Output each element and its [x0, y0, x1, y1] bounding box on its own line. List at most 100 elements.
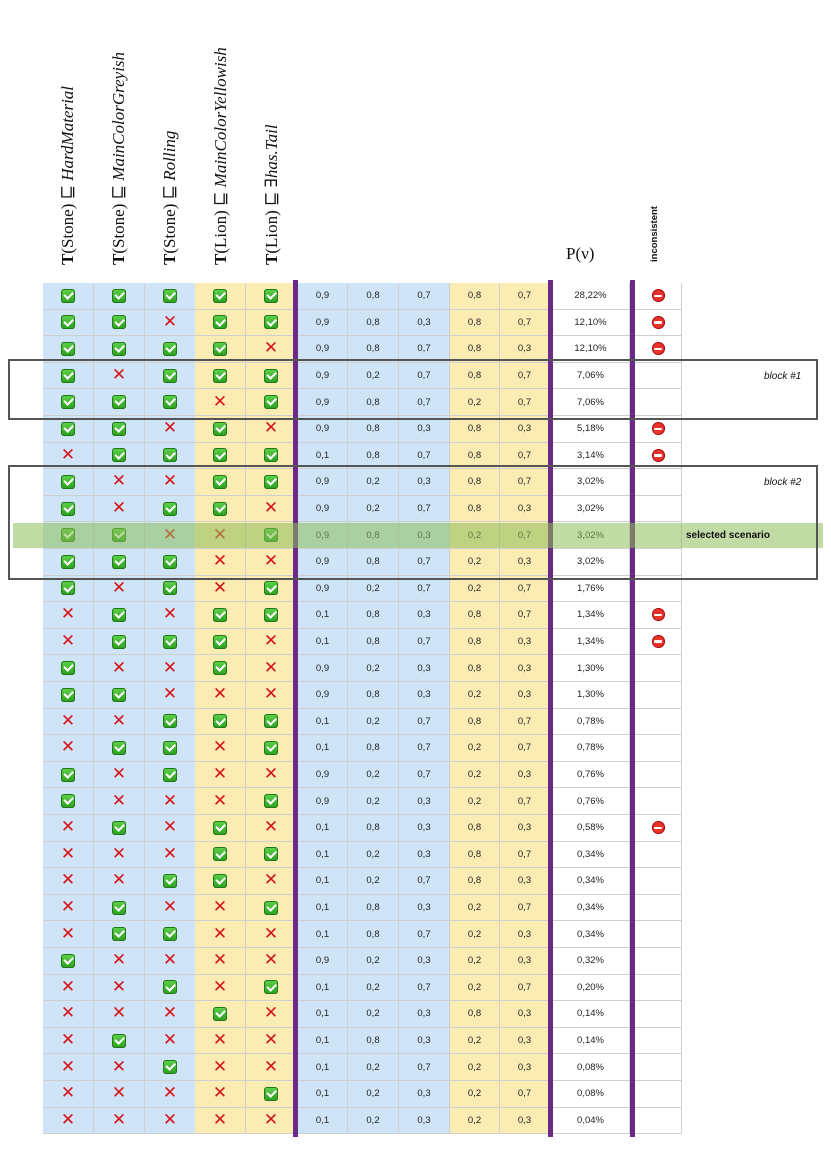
- column-header-4: T(Lion) ⊑ MainColorYellowish: [211, 47, 231, 265]
- probability-cell: 0,3: [399, 1001, 450, 1028]
- cross-icon: ✕: [60, 1083, 76, 1104]
- probability-cell: 0,8: [348, 602, 399, 629]
- probability-cell: 0,9: [298, 761, 348, 789]
- inconsistent-cell: [635, 549, 682, 576]
- probability-value: 0,3: [417, 609, 431, 621]
- probability-value: 0,1: [315, 1035, 330, 1047]
- header-concept: Rolling: [160, 130, 179, 181]
- flag-cell: [195, 283, 246, 310]
- flag-cell: ✕: [94, 841, 145, 869]
- flag-cell: [195, 469, 246, 496]
- probability-value: 0,2: [467, 582, 482, 594]
- flag-cell: [195, 628, 246, 656]
- probability-value: 0,2: [366, 662, 380, 674]
- probability-cell: 0,2: [348, 1107, 399, 1135]
- flag-cell: ✕: [145, 894, 196, 922]
- probability-cell: 0,3: [399, 1107, 450, 1135]
- flag-cell: ✕: [43, 628, 94, 656]
- cross-icon: ✕: [162, 1083, 178, 1104]
- flag-cell: ✕: [94, 761, 145, 789]
- probability-value: 0,2: [467, 1035, 482, 1047]
- probability-value: 0,1: [315, 981, 330, 993]
- flag-cell: ✕: [43, 442, 94, 470]
- flag-cell: ✕: [145, 655, 196, 682]
- probability-cell: 0,9: [298, 948, 348, 975]
- cross-icon: ✕: [263, 1109, 279, 1130]
- probability-value: 0,8: [467, 609, 482, 621]
- flag-cell: [246, 788, 297, 815]
- header-concept: HardMaterial: [58, 85, 77, 181]
- flag-cell: [43, 655, 94, 682]
- flag-cell: [246, 974, 297, 1002]
- probability-cell: 0,7: [399, 549, 450, 576]
- probability-cell: 0,1: [298, 1054, 348, 1081]
- checkmark-icon: [61, 474, 75, 489]
- probability-value: 0,2: [467, 742, 482, 754]
- cross-icon: ✕: [212, 790, 228, 811]
- checkmark-icon: [112, 927, 126, 942]
- flag-cell: ✕: [246, 948, 297, 975]
- checkmark-icon: [163, 501, 177, 516]
- probability-cell: 0,8: [348, 921, 399, 948]
- probability-cell: 0,3: [500, 868, 550, 895]
- checkmark-icon: [264, 581, 278, 596]
- checkmark-icon: [61, 767, 75, 782]
- scenario-probability: 12,10%: [574, 343, 607, 355]
- cross-icon: ✕: [212, 551, 228, 572]
- flag-cell: ✕: [94, 495, 145, 523]
- probability-cell: 0,9: [298, 495, 348, 523]
- probability-value: 0,8: [467, 848, 482, 860]
- block-label: block #1: [764, 370, 802, 382]
- probability-cell: 0,7: [500, 442, 550, 470]
- flag-cell: [145, 921, 196, 948]
- probability-value: 0,3: [417, 848, 431, 860]
- flag-cell: ✕: [94, 868, 145, 895]
- scenario-probability-cell: 3,02%: [552, 495, 630, 523]
- inconsistent-cell: [635, 442, 682, 470]
- probability-value: 0,2: [366, 1061, 380, 1073]
- probability-cell: 0,3: [500, 761, 550, 789]
- flag-cell: [246, 735, 297, 762]
- header-t-symbol: T: [160, 253, 179, 265]
- probability-value: 0,7: [517, 609, 532, 621]
- scenario-probability: 3,02%: [577, 556, 604, 568]
- probability-cell: 0,2: [450, 921, 500, 948]
- cross-icon: ✕: [111, 843, 127, 864]
- cross-icon: ✕: [162, 657, 178, 678]
- probability-value: 0,3: [517, 689, 532, 701]
- probability-value: 0,7: [417, 449, 431, 461]
- probability-value: 0,8: [467, 503, 482, 515]
- probability-value: 0,7: [517, 582, 532, 594]
- checkmark-icon: [112, 607, 126, 622]
- probability-value: 0,8: [366, 1035, 380, 1047]
- probability-value: 0,9: [315, 370, 330, 382]
- cross-icon: ✕: [212, 764, 228, 785]
- header-argument: (Lion): [262, 210, 281, 254]
- flag-cell: ✕: [94, 974, 145, 1002]
- checkmark-icon: [163, 873, 177, 888]
- probability-cell: 0,8: [450, 362, 500, 390]
- probability-cell: 0,8: [348, 416, 399, 443]
- probability-value: 0,2: [366, 370, 380, 382]
- probability-cell: 0,9: [298, 389, 348, 416]
- probability-value: 0,8: [366, 556, 380, 568]
- flag-cell: ✕: [94, 1001, 145, 1028]
- probability-value: 0,9: [315, 476, 330, 488]
- scenario-probability-cell: 0,08%: [552, 1081, 630, 1108]
- flag-cell: ✕: [43, 1081, 94, 1108]
- cross-icon: ✕: [111, 976, 127, 997]
- probability-cell: 0,2: [450, 389, 500, 416]
- flag-cell: [94, 682, 145, 709]
- flag-cell: ✕: [145, 1027, 196, 1055]
- separator-line: [293, 280, 298, 1138]
- probability-value: 0,9: [315, 795, 330, 807]
- flag-cell: [94, 416, 145, 443]
- checkmark-icon: [213, 341, 227, 356]
- inconsistent-cell: [635, 894, 682, 922]
- probability-value: 0,3: [417, 1008, 431, 1020]
- scenario-probability-cell: 12,10%: [552, 336, 630, 363]
- header-argument: (Stone): [58, 203, 77, 254]
- probability-value: 0,3: [417, 689, 431, 701]
- probability-value: 0,8: [366, 902, 380, 914]
- probability-cell: 0,3: [399, 841, 450, 869]
